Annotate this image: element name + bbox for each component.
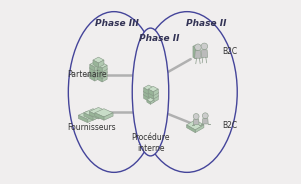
Polygon shape — [144, 85, 154, 91]
Polygon shape — [97, 69, 107, 75]
Polygon shape — [78, 115, 88, 123]
Polygon shape — [97, 69, 102, 75]
Polygon shape — [97, 75, 102, 82]
Polygon shape — [97, 65, 102, 72]
Text: B2C: B2C — [223, 47, 238, 56]
Circle shape — [195, 44, 201, 51]
Polygon shape — [98, 60, 104, 68]
Polygon shape — [95, 109, 113, 117]
Polygon shape — [149, 91, 154, 98]
Polygon shape — [102, 65, 107, 72]
Polygon shape — [150, 100, 154, 104]
Text: Fournisseurs: Fournisseurs — [67, 123, 116, 132]
Polygon shape — [148, 96, 153, 102]
Polygon shape — [153, 89, 158, 96]
Polygon shape — [147, 98, 154, 102]
Text: Phase III: Phase III — [95, 19, 139, 28]
Polygon shape — [144, 94, 149, 101]
Polygon shape — [95, 68, 100, 75]
Polygon shape — [89, 107, 107, 116]
Polygon shape — [193, 46, 195, 59]
Polygon shape — [90, 71, 95, 78]
Polygon shape — [102, 72, 107, 79]
Polygon shape — [144, 92, 154, 97]
Polygon shape — [97, 66, 107, 71]
Polygon shape — [144, 88, 149, 95]
Polygon shape — [97, 72, 107, 78]
Polygon shape — [195, 46, 197, 59]
Polygon shape — [153, 92, 158, 99]
Polygon shape — [93, 113, 102, 120]
Text: Phase II: Phase II — [186, 19, 227, 28]
Polygon shape — [90, 68, 100, 74]
Polygon shape — [90, 64, 95, 71]
Polygon shape — [187, 125, 195, 133]
Text: Procédure
interne: Procédure interne — [131, 133, 170, 153]
Polygon shape — [104, 113, 113, 120]
Polygon shape — [88, 115, 97, 123]
Polygon shape — [193, 119, 199, 125]
Polygon shape — [193, 45, 197, 48]
Polygon shape — [144, 91, 149, 98]
Polygon shape — [153, 96, 158, 102]
Circle shape — [202, 113, 208, 119]
Polygon shape — [187, 120, 204, 130]
Circle shape — [193, 114, 199, 119]
Polygon shape — [95, 71, 100, 78]
Polygon shape — [90, 62, 100, 67]
Ellipse shape — [132, 28, 169, 156]
Polygon shape — [84, 113, 93, 120]
Polygon shape — [89, 112, 98, 119]
Polygon shape — [149, 88, 154, 95]
Circle shape — [201, 43, 208, 50]
Polygon shape — [97, 63, 107, 68]
Text: Phase II: Phase II — [139, 34, 179, 43]
Polygon shape — [84, 109, 102, 117]
Polygon shape — [148, 89, 153, 96]
Text: B2C: B2C — [223, 121, 238, 130]
Polygon shape — [78, 111, 97, 119]
Polygon shape — [90, 74, 95, 81]
Polygon shape — [202, 119, 208, 124]
Polygon shape — [149, 94, 154, 101]
Polygon shape — [90, 72, 100, 77]
Polygon shape — [98, 112, 107, 119]
Polygon shape — [144, 88, 154, 94]
Polygon shape — [102, 75, 107, 82]
Polygon shape — [95, 64, 100, 71]
Polygon shape — [93, 60, 98, 68]
Polygon shape — [97, 72, 102, 79]
Polygon shape — [90, 65, 100, 70]
Polygon shape — [90, 68, 95, 75]
Polygon shape — [95, 113, 104, 120]
Polygon shape — [148, 93, 158, 98]
Polygon shape — [147, 100, 150, 104]
Polygon shape — [95, 74, 100, 81]
Polygon shape — [102, 69, 107, 75]
Polygon shape — [148, 90, 158, 95]
Polygon shape — [93, 57, 104, 63]
Text: Partenaire: Partenaire — [67, 70, 107, 79]
Polygon shape — [195, 125, 204, 133]
Polygon shape — [195, 51, 201, 58]
Polygon shape — [201, 50, 208, 57]
Polygon shape — [148, 86, 158, 92]
Polygon shape — [148, 92, 153, 99]
